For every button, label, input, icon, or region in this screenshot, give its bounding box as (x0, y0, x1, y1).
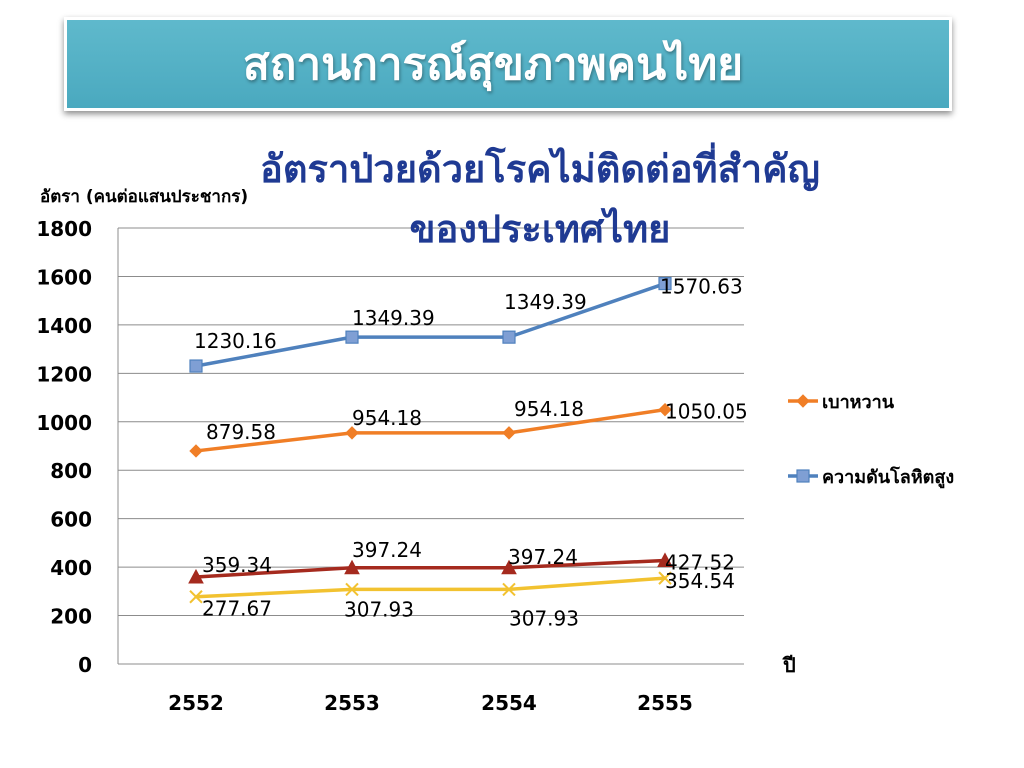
data-label: 1349.39 (504, 290, 587, 314)
data-point-x (658, 571, 672, 585)
data-point-x-stroke (502, 582, 516, 597)
series-layer (188, 276, 673, 604)
data-label: 1570.63 (660, 275, 743, 299)
x-tick-label: 2552 (168, 691, 224, 715)
data-point-square (189, 359, 203, 373)
data-label: 354.54 (665, 569, 735, 593)
series-path (195, 558, 666, 579)
y-tick-label: 1800 (36, 217, 92, 241)
y-tick-label: 200 (50, 605, 92, 629)
data-point-triangle (188, 568, 204, 584)
data-point-square (502, 330, 516, 344)
series-path (195, 576, 666, 599)
y-tick-label: 1000 (36, 411, 92, 435)
y-tick-label: 1200 (36, 362, 92, 386)
data-label: 1349.39 (352, 306, 435, 330)
data-label: 307.93 (509, 606, 579, 630)
data-point-triangle (344, 559, 360, 575)
data-point-diamond (796, 394, 810, 408)
data-point-diamond (658, 402, 672, 417)
data-label: 397.24 (352, 538, 422, 562)
data-point-x (345, 582, 359, 597)
data-label: 954.18 (352, 406, 422, 430)
data-label: 397.24 (508, 545, 578, 569)
x-tick-label: 2554 (481, 691, 537, 715)
y-tick-label: 1600 (36, 265, 92, 289)
data-label: 307.93 (344, 597, 414, 621)
series-path (195, 407, 666, 453)
series-path (195, 281, 666, 368)
chart-titles: อัตราป่วยด้วยโรคไม่ติดต่อที่สำคัญของประเ… (260, 142, 820, 251)
x-axis-label: ปี (782, 653, 796, 677)
legend-label: เบาหวาน (822, 392, 895, 413)
y-tick-label: 400 (50, 556, 92, 580)
data-point-square (345, 330, 359, 344)
data-label: 954.18 (514, 397, 584, 421)
x-tick-label: 2553 (324, 691, 380, 715)
title-banner: สถานการณ์สุขภาพคนไทย (64, 17, 952, 111)
data-point-x-stroke (658, 571, 672, 585)
grid-lines (118, 227, 744, 617)
data-point-square (796, 469, 810, 483)
data-point-triangle (501, 559, 517, 575)
data-label: 1050.05 (665, 400, 748, 424)
data-label: 359.34 (202, 553, 272, 577)
y-tick-label: 800 (50, 459, 92, 483)
slide-title: สถานการณ์สุขภาพคนไทย (242, 39, 744, 90)
data-point-diamond (502, 426, 516, 440)
data-label: 427.52 (665, 550, 735, 574)
legend-label: ความดันโลหิตสูง (822, 466, 954, 489)
data-point-diamond (345, 426, 359, 440)
y-axis-label: อัตรา (คนต่อแสนประชากร) (40, 187, 248, 207)
y-tick-label: 600 (50, 508, 92, 532)
chart-title-line: อัตราป่วยด้วยโรคไม่ติดต่อที่สำคัญ (260, 142, 820, 191)
series-line-4 (189, 571, 672, 604)
series-line-3 (188, 552, 673, 584)
data-point-triangle (657, 552, 673, 567)
data-label: 1230.16 (194, 329, 277, 353)
data-point-square (658, 276, 672, 291)
legend-entry: ความดันโลหิตสูง (788, 466, 954, 489)
legend-entry: เบาหวาน (788, 392, 895, 413)
data-point-x-stroke (345, 582, 359, 597)
data-labels: 1230.16 1349.39 1349.39 1570.63 879.58 954.18… (194, 275, 748, 631)
y-tick-label: 1400 (36, 314, 92, 338)
series-line-2 (189, 402, 672, 458)
series-line-1 (189, 276, 672, 373)
data-label: 277.67 (202, 597, 272, 621)
x-tick-label: 2555 (637, 691, 693, 715)
data-point-x (502, 582, 516, 597)
y-tick-label: 0 (78, 653, 92, 677)
data-point-diamond (189, 444, 203, 458)
chart-title-line: ของประเทศไทย (410, 207, 671, 251)
data-point-x (189, 590, 203, 604)
data-label: 879.58 (206, 420, 276, 444)
data-point-x-stroke (189, 590, 203, 604)
axes: 0 200 400 600 800 1000 1200 1400 1600 1800 2552 255… (36, 187, 795, 715)
